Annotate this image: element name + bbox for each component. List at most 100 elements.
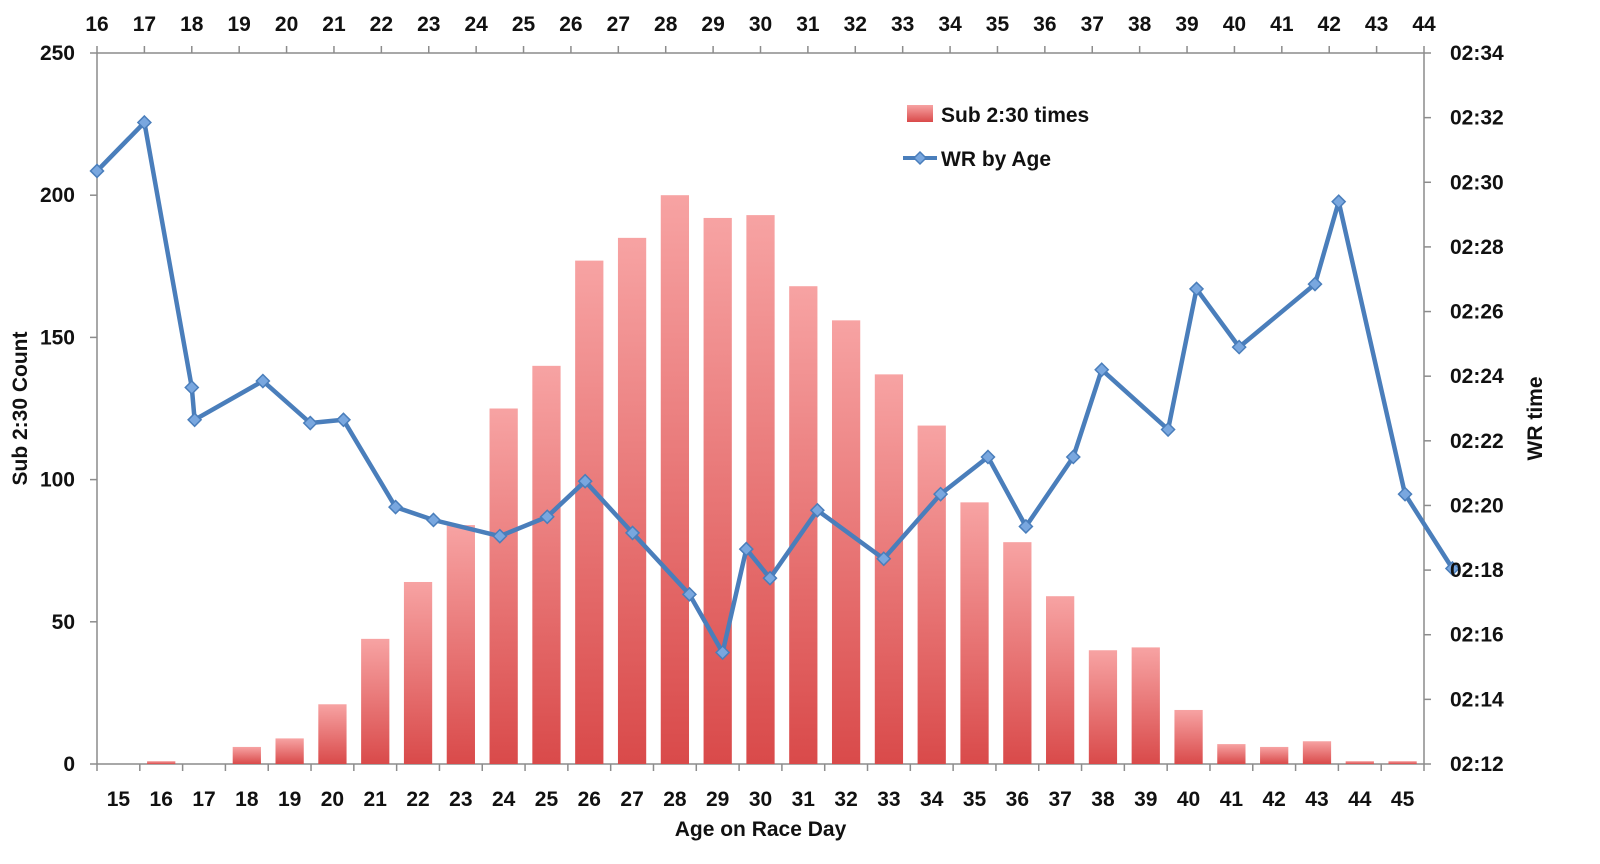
- bottom-tick-label: 38: [1091, 788, 1115, 811]
- bar: [874, 374, 904, 764]
- legend-label-bar: Sub 2:30 times: [941, 104, 1089, 127]
- right-tick-label: 02:12: [1450, 753, 1504, 776]
- bar: [1302, 741, 1332, 764]
- bar: [960, 502, 989, 764]
- bar: [1345, 761, 1374, 764]
- right-tick-label: 02:32: [1450, 107, 1504, 130]
- line-point: [1444, 560, 1460, 577]
- top-tick-label: 43: [1365, 13, 1388, 36]
- legend-label-line: WR by Age: [941, 148, 1051, 171]
- bottom-tick-label: 44: [1348, 788, 1372, 811]
- line-point: [184, 379, 200, 396]
- line-point: [187, 412, 203, 428]
- line-point: [89, 163, 105, 179]
- line-point: [425, 512, 442, 528]
- bottom-tick-label: 34: [920, 788, 944, 811]
- top-tick-label: 36: [1033, 13, 1056, 36]
- bottom-tick-label: 26: [578, 788, 601, 811]
- top-tick-label: 18: [180, 13, 204, 36]
- top-tick-label: 31: [796, 13, 820, 36]
- line-point: [738, 541, 754, 557]
- right-tick-label: 02:26: [1450, 301, 1504, 324]
- top-tick-label: 16: [85, 13, 108, 36]
- top-tick-label: 17: [133, 13, 156, 36]
- top-tick-label: 40: [1223, 13, 1246, 36]
- bar: [532, 365, 561, 764]
- left-tick-label: 150: [40, 326, 75, 349]
- left-tick-label: 50: [52, 611, 75, 634]
- bottom-tick-label: 36: [1006, 788, 1029, 811]
- top-tick-label: 42: [1318, 13, 1341, 36]
- bottom-tick-label: 33: [877, 788, 900, 811]
- line-point: [335, 412, 352, 428]
- bar: [1003, 542, 1032, 764]
- bar: [789, 286, 818, 764]
- line-point: [136, 114, 152, 131]
- line-point: [1094, 362, 1110, 378]
- line-point: [762, 570, 778, 586]
- bar: [446, 525, 475, 764]
- bar: [703, 217, 732, 764]
- line-point: [1188, 281, 1205, 297]
- legend-swatch-bar: [907, 105, 933, 122]
- top-tick-label: 34: [938, 13, 962, 36]
- bottom-tick-label: 23: [449, 788, 472, 811]
- bar: [660, 195, 690, 764]
- line-point: [1397, 486, 1413, 502]
- top-tick-label: 26: [559, 13, 582, 36]
- bottom-tick-label: 29: [706, 788, 729, 811]
- right-tick-label: 02:14: [1450, 688, 1504, 711]
- line-series: [89, 114, 1460, 661]
- legend-swatch-marker: [912, 150, 928, 166]
- top-tick-label: 37: [1081, 13, 1104, 36]
- bar: [1217, 744, 1246, 764]
- x-axis-title: Age on Race Day: [675, 818, 847, 841]
- y-left-axis-title: Sub 2:30 Count: [9, 331, 32, 485]
- bar: [147, 761, 176, 764]
- top-tick-label: 32: [844, 13, 867, 36]
- bar-series: [147, 195, 1417, 765]
- top-tick-label: 28: [654, 13, 678, 36]
- bottom-tick-label: 18: [235, 788, 259, 811]
- top-tick-label: 39: [1175, 13, 1198, 36]
- left-tick-label: 200: [40, 184, 75, 207]
- bottom-tick-label: 16: [150, 788, 173, 811]
- top-tick-label: 23: [417, 13, 440, 36]
- right-tick-label: 02:24: [1450, 365, 1504, 388]
- top-tick-label: 38: [1128, 13, 1152, 36]
- line-point: [539, 509, 555, 525]
- bottom-tick-label: 28: [663, 788, 687, 811]
- bar: [1088, 650, 1118, 764]
- right-tick-label: 02:22: [1450, 430, 1504, 453]
- bar: [318, 704, 347, 764]
- bar: [831, 320, 861, 764]
- line-point: [577, 473, 593, 489]
- right-tick-label: 02:28: [1450, 236, 1504, 259]
- bar: [617, 237, 647, 765]
- line-point: [1018, 518, 1034, 535]
- bar: [232, 746, 261, 764]
- line-point: [492, 528, 508, 544]
- bar: [575, 260, 604, 764]
- right-tick-label: 02:16: [1450, 624, 1504, 647]
- bar: [275, 738, 304, 764]
- line-point: [1307, 276, 1323, 292]
- line-point: [1331, 194, 1347, 210]
- line-point: [809, 502, 825, 518]
- bottom-tick-label: 20: [321, 788, 344, 811]
- bar: [1388, 761, 1417, 764]
- left-tick-label: 250: [40, 42, 75, 65]
- top-tick-label: 19: [227, 13, 250, 36]
- line-point: [302, 415, 318, 431]
- bottom-tick-label: 25: [535, 788, 559, 811]
- top-tick-label: 27: [607, 13, 630, 36]
- bottom-tick-label: 27: [620, 788, 643, 811]
- top-tick-label: 25: [512, 13, 536, 36]
- bottom-tick-label: 41: [1220, 788, 1244, 811]
- bottom-tick-label: 15: [107, 788, 131, 811]
- bottom-tick-label: 17: [192, 788, 215, 811]
- line-point: [876, 551, 892, 567]
- bar: [361, 638, 390, 764]
- bottom-tick-label: 43: [1305, 788, 1328, 811]
